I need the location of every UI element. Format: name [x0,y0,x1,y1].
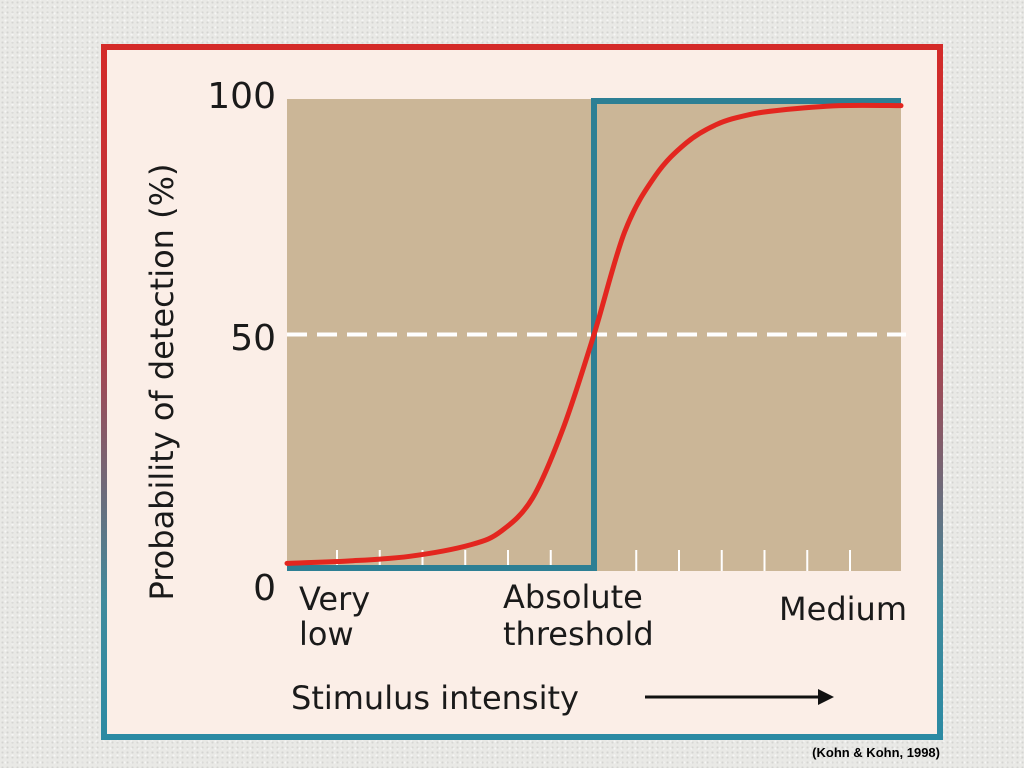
x-label-medium: Medium [779,590,907,628]
x-axis-label: Stimulus intensity [291,679,579,717]
x-label-very-low-line2: low [299,615,354,653]
y-axis-label: Probability of detection (%) [143,163,181,600]
x-label-absolute-threshold-line1: Absolute [503,578,643,616]
y-tick-label-0: 0 [253,568,276,609]
citation: (Kohn & Kohn, 1998) [812,745,940,760]
x-label-absolute-threshold-line2: threshold [503,615,654,653]
y-tick-label-50: 50 [230,318,276,359]
x-label-absolute-threshold: Absolute threshold [503,578,654,653]
probability-curve [284,102,904,566]
x-label-very-low: Very low [299,580,380,653]
x-axis-arrow [645,689,834,705]
y-tick-label-100: 100 [207,76,276,117]
x-label-very-low-line1: Very [299,580,370,618]
